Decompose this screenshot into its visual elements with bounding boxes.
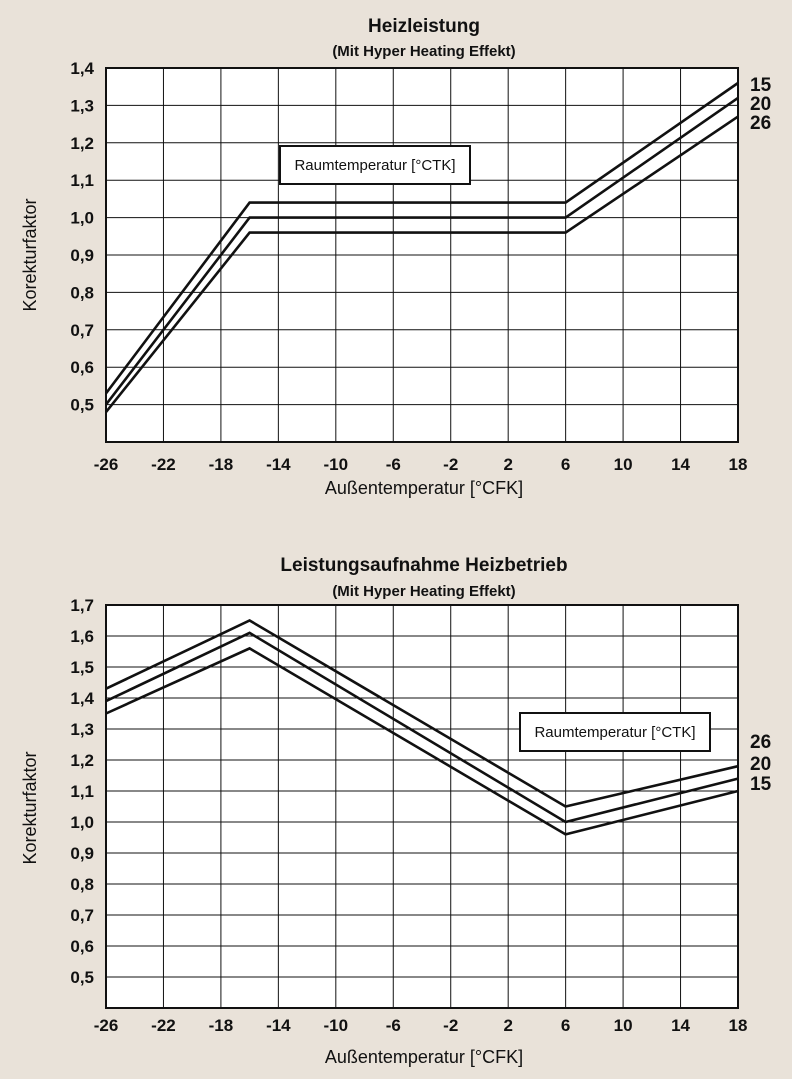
chart-2-y-tick-label: 1,5	[70, 658, 94, 677]
chart-1-series-label-26: 26	[750, 113, 771, 134]
chart-1-series-group	[104, 81, 739, 413]
chart-1-y-tick-label: 1,1	[70, 171, 94, 190]
chart-1-series-line-15	[104, 81, 739, 395]
chart-2-x-tick-label: -18	[209, 1016, 234, 1035]
chart-1-y-tick-label: 0,7	[70, 321, 94, 340]
chart-2-series-line-15	[105, 646, 739, 836]
chart-1-x-tick-label: 6	[561, 455, 570, 474]
chart-2-x-tick-label: 18	[729, 1016, 748, 1035]
chart-2-x-tick-label: -26	[94, 1016, 119, 1035]
chart-2-series-line-26	[105, 619, 739, 808]
chart-2-subtitle: (Mit Hyper Heating Effekt)	[332, 583, 515, 600]
chart-2-y-tick-label: 1,7	[70, 596, 94, 615]
chart-1-x-ticks: -26 -22 -18 -14 -10 -6 -2 2 6 10 14 18	[94, 455, 748, 474]
chart-1-y-tick-label: 0,8	[70, 283, 94, 302]
chart-2-y-tick-label: 0,9	[70, 844, 94, 863]
chart-2-x-tick-label: -2	[443, 1016, 458, 1035]
chart-1-x-tick-label: -22	[151, 455, 176, 474]
chart-2-title: Leistungsaufnahme Heizbetrieb	[280, 555, 567, 576]
chart-1-title: Heizleistung	[368, 16, 480, 37]
chart-2-y-tick-label: 0,5	[70, 968, 94, 987]
chart-2-series-label-15: 15	[750, 774, 772, 795]
chart-1-x-tick-label: -18	[209, 455, 234, 474]
chart-2-x-tick-label: 2	[503, 1016, 512, 1035]
chart-2-y-tick-label: 0,8	[70, 875, 94, 894]
chart-1-y-tick-label: 0,5	[70, 396, 94, 415]
chart-2-y-tick-label: 1,1	[70, 782, 94, 801]
chart-1-y-tick-label: 0,6	[70, 358, 94, 377]
chart-2-y-tick-label: 1,2	[70, 751, 94, 770]
chart-heizleistung: Heizleistung (Mit Hyper Heating Effekt) …	[20, 16, 772, 498]
chart-2-x-tick-label: 14	[671, 1016, 690, 1035]
chart-1-x-axis-label: Außentemperatur [°CFK]	[325, 478, 523, 498]
chart-2-y-tick-label: 1,0	[70, 813, 94, 832]
chart-2-y-tick-label: 1,3	[70, 720, 94, 739]
chart-2-x-tick-label: -22	[151, 1016, 176, 1035]
chart-1-series-label-20: 20	[750, 94, 771, 115]
chart-1-x-tick-label: 18	[729, 455, 748, 474]
chart-2-series-label-26: 26	[750, 732, 771, 753]
chart-2-x-ticks: -26 -22 -18 -14 -10 -6 -2 2 6 10 14 18	[94, 1016, 748, 1035]
chart-2-x-tick-label: -6	[386, 1016, 401, 1035]
chart-1-y-tick-label: 1,3	[70, 96, 94, 115]
chart-1-x-tick-label: 14	[671, 455, 690, 474]
chart-2-y-tick-label: 1,4	[70, 689, 94, 708]
chart-1-y-tick-label: 0,9	[70, 246, 94, 265]
chart-leistungsaufnahme: Leistungsaufnahme Heizbetrieb (Mit Hyper…	[20, 555, 772, 1067]
chart-1-x-tick-label: 2	[503, 455, 512, 474]
chart-1-legend-title: Raumtemperatur [°CTK]	[294, 157, 455, 174]
chart-1-x-tick-label: -6	[386, 455, 401, 474]
chart-1-legend-box	[279, 145, 471, 185]
chart-2-x-axis-label: Außentemperatur [°CFK]	[325, 1047, 523, 1067]
chart-1-series-label-15: 15	[750, 75, 772, 96]
chart-1-x-tick-label: -14	[266, 455, 291, 474]
chart-2-y-tick-label: 0,7	[70, 906, 94, 925]
chart-2-legend-title: Raumtemperatur [°CTK]	[534, 724, 695, 741]
chart-1-x-tick-label: -26	[94, 455, 119, 474]
chart-1-x-tick-label: -10	[324, 455, 349, 474]
chart-2-legend-box	[519, 712, 711, 752]
chart-1-x-tick-label: 10	[614, 455, 633, 474]
chart-2-y-ticks: 0,5 0,6 0,7 0,8 0,9 1,0 1,1 1,2 1,3 1,4 1,5 1,6 1,7	[70, 596, 94, 987]
chart-2-series-line-20	[105, 631, 739, 824]
chart-2-y-tick-label: 1,6	[70, 627, 94, 646]
chart-1-y-tick-label: 1,2	[70, 134, 94, 153]
chart-2-y-tick-label: 0,6	[70, 937, 94, 956]
chart-2-x-tick-label: 6	[561, 1016, 570, 1035]
chart-2-x-tick-label: 10	[614, 1016, 633, 1035]
chart-2-plot-area	[105, 604, 739, 1009]
chart-2-y-axis-label: Korekturfaktor	[20, 751, 40, 864]
chart-2-x-tick-label: -14	[266, 1016, 291, 1035]
chart-1-x-tick-label: -2	[443, 455, 458, 474]
chart-2-series-group	[105, 619, 739, 836]
chart-1-y-tick-label: 1,0	[70, 209, 94, 228]
chart-2-grid	[106, 605, 738, 1008]
chart-2-series-label-20: 20	[750, 754, 771, 775]
chart-1-y-tick-label: 1,4	[70, 59, 94, 78]
chart-1-series-line-20	[104, 96, 739, 406]
chart-1-y-axis-label: Korekturfaktor	[20, 198, 40, 311]
chart-1-y-ticks: 0,5 0,6 0,7 0,8 0,9 1,0 1,1 1,2 1,3 1,4	[70, 59, 94, 415]
chart-1-series-line-26	[104, 115, 739, 413]
chart-1-subtitle: (Mit Hyper Heating Effekt)	[332, 43, 515, 60]
chart-2-x-tick-label: -10	[324, 1016, 349, 1035]
